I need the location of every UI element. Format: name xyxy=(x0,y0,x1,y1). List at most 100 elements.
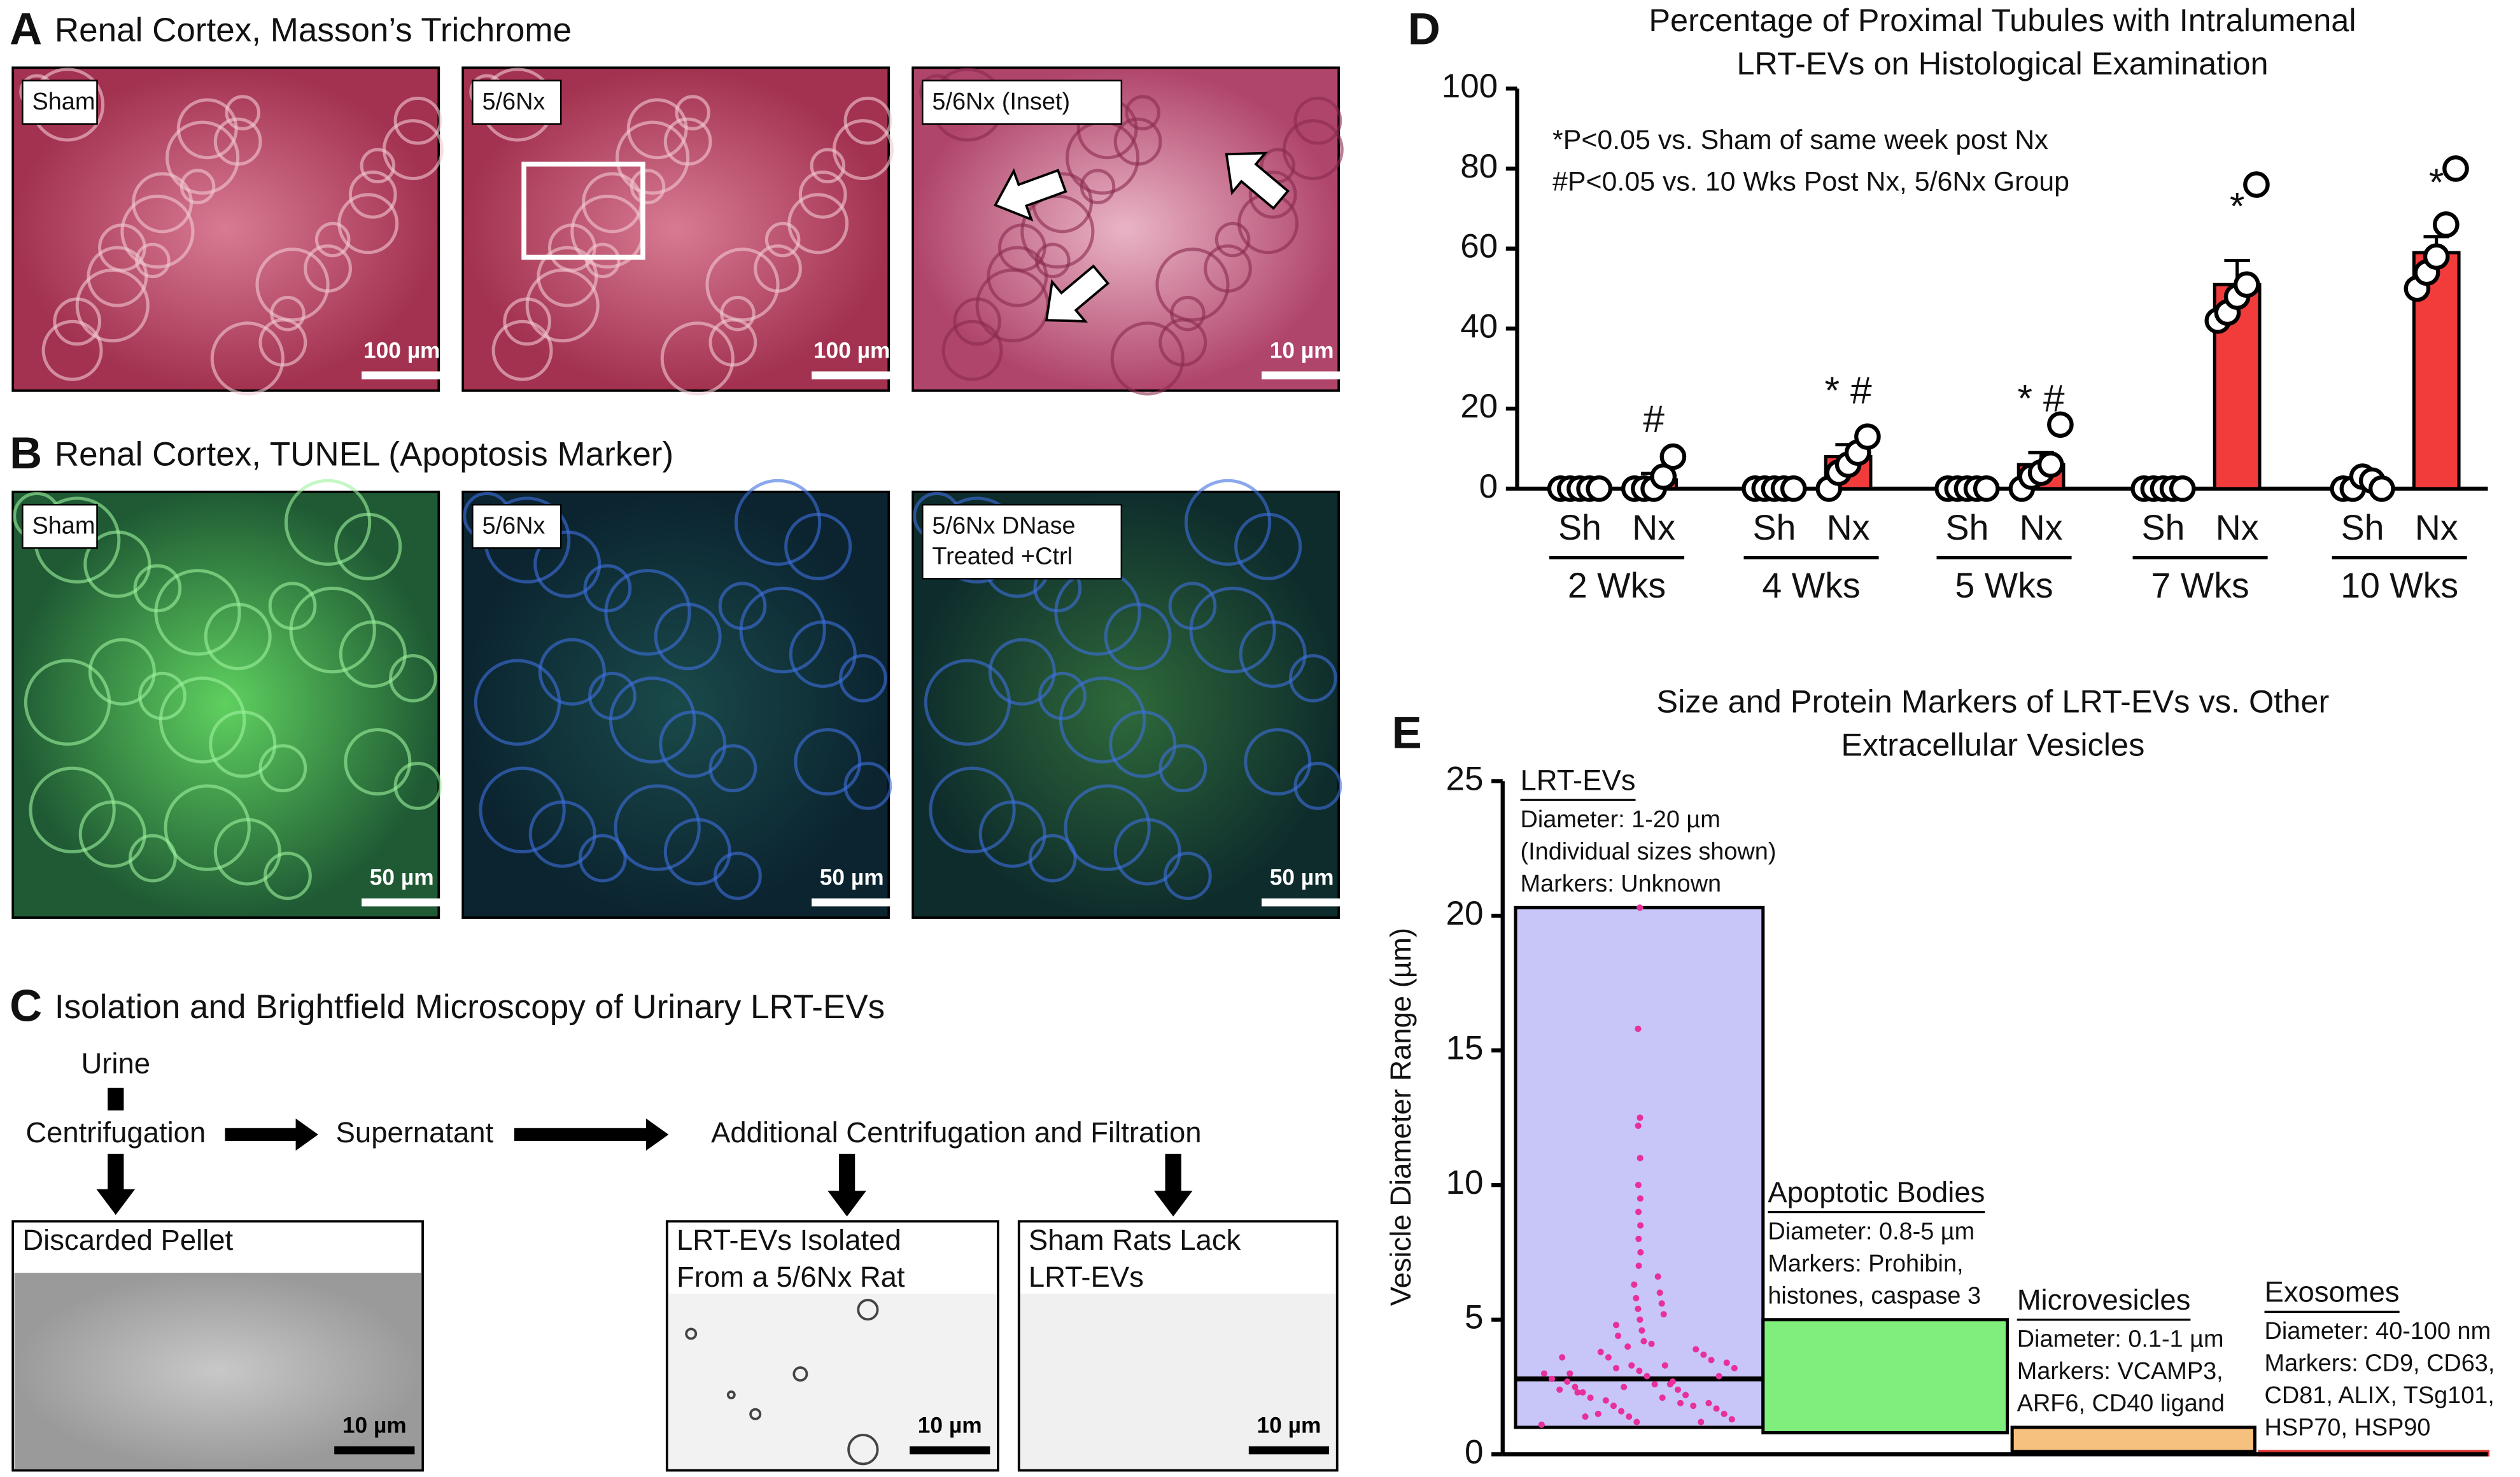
vesicle-size-point xyxy=(1690,1403,1697,1410)
chart-title: Extracellular Vesicles xyxy=(1841,727,2144,763)
vesicle-size-point xyxy=(1713,1405,1720,1412)
box-text: Markers: Unknown xyxy=(1521,871,1722,897)
tissue-detail xyxy=(784,512,852,580)
panel-letter: E xyxy=(1392,707,1422,757)
tissue-detail xyxy=(1244,728,1312,796)
vesicle-size-point xyxy=(1637,1249,1644,1256)
box-text: CD81, ALIX, TSg101, xyxy=(2265,1382,2495,1409)
vesicle-size-point xyxy=(1636,1368,1643,1375)
vesicle-size-point xyxy=(1728,1416,1735,1423)
tissue-detail xyxy=(578,834,627,883)
chart-title: Size and Protein Markers of LRT-EVs vs. … xyxy=(1656,683,2329,720)
vesicle xyxy=(857,1299,879,1321)
y-tick-label: 25 xyxy=(1446,760,1483,797)
tissue-detail xyxy=(1064,784,1151,871)
vesicle-size-point xyxy=(1656,1289,1663,1296)
scale-bar xyxy=(812,371,892,380)
tissue-detail xyxy=(714,851,762,900)
data-point xyxy=(1780,475,1807,502)
tissue-detail xyxy=(663,818,731,886)
tissue-detail xyxy=(270,295,306,332)
vesicle-size-point xyxy=(1587,1394,1594,1401)
tissue-detail xyxy=(393,762,442,810)
box-name: Microvesicles xyxy=(2017,1284,2191,1316)
significance-mark: * # xyxy=(1825,368,1872,412)
tissue-detail xyxy=(29,766,116,854)
vesicle-size-point xyxy=(1633,1418,1640,1425)
tissue-detail xyxy=(941,319,1003,381)
tissue-detail xyxy=(1158,744,1207,793)
tissue-detail xyxy=(1125,95,1160,130)
vesicle-size-point xyxy=(1723,1359,1730,1366)
y-tick-label: 60 xyxy=(1460,228,1498,265)
vesicle xyxy=(792,1366,808,1382)
vesicle-size-point xyxy=(1659,1394,1666,1401)
tissue-detail xyxy=(1234,512,1302,580)
tissue-detail xyxy=(663,117,712,166)
panel-title: Isolation and Brightfield Microscopy of … xyxy=(55,988,885,1026)
significance-mark: * # xyxy=(2018,377,2065,420)
vesicle-size-point xyxy=(1635,1208,1642,1215)
tissue-detail xyxy=(154,569,241,656)
connector xyxy=(108,1088,124,1111)
chart-title: LRT-EVs on Histological Examination xyxy=(1736,45,2268,81)
scale-label: 100 µm xyxy=(363,339,440,363)
tissue-detail xyxy=(616,120,690,195)
vesicle-size-point xyxy=(1660,1311,1667,1318)
tissue-detail xyxy=(708,744,757,793)
tissue-detail xyxy=(843,96,892,145)
image-label: Sham Rats Lack xyxy=(1029,1224,1241,1256)
vesicle-size-point xyxy=(1633,1294,1640,1301)
tissue-detail xyxy=(1248,170,1297,219)
chart-note: #P<0.05 vs. 10 Wks Post Nx, 5/6Nx Group xyxy=(1552,167,2069,197)
y-axis-label: Vesicle Diameter Range (µm) xyxy=(1384,928,1417,1306)
group-label: 5 Wks xyxy=(1955,566,2053,605)
vesicle-size-point xyxy=(1635,1182,1642,1189)
panel-title: Renal Cortex, Masson’s Trichrome xyxy=(55,11,572,49)
vesicle-size-point xyxy=(1635,1305,1642,1312)
panel-letter: A xyxy=(10,3,42,53)
scale-label: 50 µm xyxy=(1270,865,1334,890)
vesicle-size-point xyxy=(1637,1195,1644,1202)
scale-bar xyxy=(1262,898,1342,907)
tissue-detail xyxy=(708,318,757,367)
vesicle-size-point xyxy=(1631,1281,1638,1288)
tissue-detail xyxy=(1184,479,1272,566)
vesicle xyxy=(726,1390,736,1399)
tissue-detail xyxy=(1293,96,1342,145)
flow-step: Additional Centrifugation and Filtration xyxy=(711,1116,1201,1149)
vesicle-size-point xyxy=(1674,1386,1682,1393)
image-label: 5/6Nx (Inset) xyxy=(932,88,1070,115)
vesicle-size-point xyxy=(1610,1403,1617,1410)
micrograph xyxy=(461,491,890,919)
tissue-detail xyxy=(24,659,111,746)
tissue-detail xyxy=(789,620,857,688)
image-label: LRT-EVs xyxy=(1029,1261,1144,1293)
flow-step: Urine xyxy=(81,1047,150,1079)
flow-step: Supernatant xyxy=(336,1116,494,1149)
data-point xyxy=(1659,443,1687,470)
tissue-detail xyxy=(83,530,151,598)
vesicle-size-point xyxy=(1564,1378,1571,1385)
scale-label: 10 µm xyxy=(342,1413,407,1438)
box-text: (Individual sizes shown) xyxy=(1521,838,1777,865)
tissue-detail xyxy=(389,654,437,703)
tissue-detail xyxy=(337,193,399,255)
vesicle-size-point xyxy=(1612,1364,1620,1371)
brightfield-image xyxy=(14,1273,421,1469)
category-label: Nx xyxy=(1827,508,1870,547)
vesicle-size-point xyxy=(1651,1381,1658,1388)
tissue-detail xyxy=(204,603,272,671)
significance-mark: # xyxy=(1643,397,1665,440)
image-label: 5/6Nx DNase xyxy=(932,512,1075,539)
tissue-detail xyxy=(1158,318,1207,367)
y-tick-label: 15 xyxy=(1446,1030,1483,1067)
tissue-detail xyxy=(135,242,171,279)
micrograph xyxy=(11,491,440,919)
chart-note: *P<0.05 vs. Sham of same week post Nx xyxy=(1552,125,2048,155)
vesicle-size-point xyxy=(1566,1370,1573,1377)
vesicle-size-point xyxy=(1637,1316,1644,1323)
flow-arrow xyxy=(225,1118,318,1151)
vesicle-size-point xyxy=(1705,1399,1712,1406)
y-tick-label: 40 xyxy=(1460,307,1498,345)
